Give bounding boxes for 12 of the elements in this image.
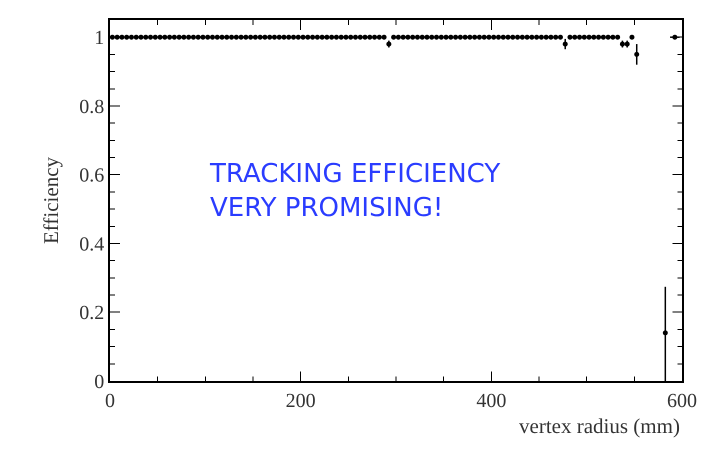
y-tick-label: 0.6 (79, 164, 104, 187)
x-tick-label: 400 (476, 390, 506, 412)
y-tick-label: 0 (94, 371, 104, 393)
y-tick-label: 0.8 (79, 96, 104, 118)
x-tick-label: 200 (286, 390, 316, 412)
y-axis-title: Efficiency (38, 156, 63, 244)
x-tick-label: 600 (667, 390, 697, 412)
y-tick-label: 1 (94, 27, 104, 50)
y-tick-label: 0.2 (79, 302, 104, 324)
y-tick-label: 0.4 (79, 233, 104, 256)
annotation: TRACKING EFFICIENCY VERY PROMISING! (209, 159, 500, 223)
x-axis-title: vertex radius (mm) (519, 414, 680, 438)
